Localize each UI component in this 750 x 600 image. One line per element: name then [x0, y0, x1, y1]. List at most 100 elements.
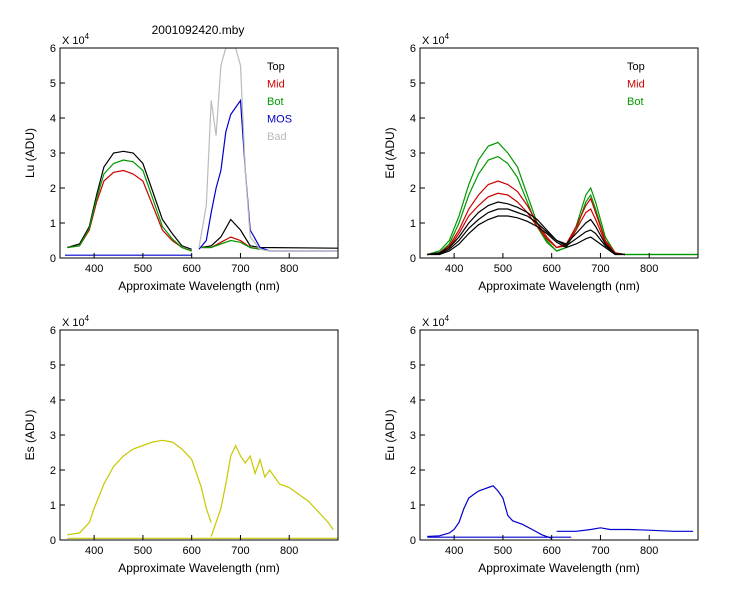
- eu-series-eu-line: [556, 527, 694, 532]
- lu-series-bot-line: [67, 159, 192, 252]
- lu-x-tick-label: 500: [134, 263, 152, 275]
- figure-title: 2001092420.mby: [152, 23, 245, 37]
- lu-y-tick-label: 4: [50, 113, 56, 125]
- es-x-tick-label: 700: [231, 545, 249, 557]
- ed-y-multiplier-exp: 4: [445, 32, 450, 41]
- ed-series-top-line: [427, 201, 625, 256]
- ed-series-group: [427, 141, 698, 256]
- eu-y-multiplier: X 104: [422, 314, 450, 329]
- es-plot-frame: [59, 329, 339, 541]
- es-series-es-line: [67, 439, 212, 536]
- ed-x-tick-label: 500: [494, 263, 512, 275]
- ed-y-tick-label: 3: [410, 148, 416, 160]
- ed-y-tick-label: 0: [410, 253, 416, 265]
- ed-series-bot-line: [427, 155, 698, 256]
- ed-legend-bot: Bot: [627, 96, 644, 108]
- lu-y-tick-label: 6: [50, 43, 56, 55]
- lu-legend-top: Top: [267, 61, 285, 73]
- ed-series-mid-line: [427, 180, 625, 256]
- ed-legend-mid: Mid: [627, 79, 645, 91]
- es-y-tick-label: 6: [50, 325, 56, 337]
- ed-y-tick-label: 2: [410, 183, 416, 195]
- es-y-tick-label: 5: [50, 360, 56, 372]
- es-x-axis-label: Approximate Wavelength (nm): [118, 561, 280, 575]
- lu-y-multiplier-exp: 4: [85, 32, 90, 41]
- lu-y-tick-label: 5: [50, 78, 56, 90]
- eu-x-axis-label: Approximate Wavelength (nm): [478, 561, 640, 575]
- lu-x-tick-label: 800: [280, 263, 298, 275]
- ed-y-tick-label: 5: [410, 78, 416, 90]
- eu-series-eu-line: [427, 485, 552, 539]
- eu-x-tick-label: 400: [445, 545, 463, 557]
- eu-y-tick-label: 5: [410, 360, 416, 372]
- lu-series-mos-line: [198, 98, 338, 252]
- lu-series-bad-line: [198, 48, 338, 252]
- ed-legend-top: Top: [627, 61, 645, 73]
- eu-y-axis-label: Eu (ADU): [383, 409, 397, 460]
- es-y-tick-label: 2: [50, 465, 56, 477]
- lu-x-axis-label: Approximate Wavelength (nm): [118, 279, 280, 293]
- es-y-multiplier-base: X 10: [62, 317, 85, 329]
- lu-plot-frame: [59, 47, 339, 259]
- ed-x-tick-label: 800: [640, 263, 658, 275]
- ed-x-tick-label: 700: [591, 263, 609, 275]
- eu-x-tick-label: 500: [494, 545, 512, 557]
- es-x-tick-label: 500: [134, 545, 152, 557]
- eu-y-multiplier-base: X 10: [422, 317, 445, 329]
- eu-y-tick-label: 3: [410, 430, 416, 442]
- es-y-tick-label: 0: [50, 535, 56, 547]
- ed-series-top-line: [427, 208, 625, 256]
- es-y-multiplier-exp: 4: [85, 314, 90, 323]
- lu-y-tick-label: 3: [50, 148, 56, 160]
- lu-y-multiplier: X 104: [62, 32, 90, 47]
- lu-legend-mid: Mid: [267, 79, 285, 91]
- eu-y-tick-label: 1: [410, 500, 416, 512]
- lu-x-tick-label: 700: [231, 263, 249, 275]
- eu-y-tick-label: 0: [410, 535, 416, 547]
- es-x-tick-label: 400: [85, 545, 103, 557]
- es-x-tick-label: 600: [183, 545, 201, 557]
- ed-y-multiplier-base: X 10: [422, 35, 445, 47]
- es-x-tick-label: 800: [280, 545, 298, 557]
- es-y-multiplier: X 104: [62, 314, 90, 329]
- es-series-es-line: [210, 444, 334, 537]
- lu-legend-bad: Bad: [267, 131, 287, 143]
- es-series-group: [67, 439, 338, 539]
- eu-y-tick-label: 4: [410, 395, 416, 407]
- lu-y-multiplier-base: X 10: [62, 35, 85, 47]
- lu-x-tick-label: 600: [183, 263, 201, 275]
- ed-y-tick-label: 1: [410, 218, 416, 230]
- lu-legend-bot: Bot: [267, 96, 284, 108]
- lu-x-tick-label: 400: [85, 263, 103, 275]
- ed-y-tick-label: 4: [410, 113, 416, 125]
- ed-plot-frame: [419, 47, 699, 259]
- es-y-tick-label: 3: [50, 430, 56, 442]
- ed-y-tick-label: 6: [410, 43, 416, 55]
- lu-y-tick-label: 2: [50, 183, 56, 195]
- eu-y-multiplier-exp: 4: [445, 314, 450, 323]
- es-y-tick-label: 1: [50, 500, 56, 512]
- lu-legend-mos: MOS: [267, 114, 292, 126]
- eu-y-tick-label: 2: [410, 465, 416, 477]
- eu-series-group: [427, 485, 694, 539]
- eu-x-tick-label: 800: [640, 545, 658, 557]
- lu-y-axis-label: Lu (ADU): [23, 128, 37, 178]
- lu-y-tick-label: 0: [50, 253, 56, 265]
- ed-series-top-line: [427, 215, 625, 256]
- es-y-axis-label: Es (ADU): [23, 410, 37, 461]
- eu-y-tick-label: 6: [410, 325, 416, 337]
- es-y-tick-label: 4: [50, 395, 56, 407]
- lu-series-group: [64, 48, 338, 256]
- eu-x-tick-label: 600: [543, 545, 561, 557]
- ed-x-tick-label: 400: [445, 263, 463, 275]
- eu-plot-frame: [419, 329, 699, 541]
- lu-series-bot-line: [201, 239, 261, 250]
- ed-y-axis-label: Ed (ADU): [383, 127, 397, 178]
- ed-x-axis-label: Approximate Wavelength (nm): [478, 279, 640, 293]
- ed-x-tick-label: 600: [543, 263, 561, 275]
